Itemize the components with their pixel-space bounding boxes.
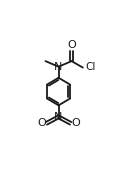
Text: O: O xyxy=(71,118,79,128)
Text: O: O xyxy=(37,118,45,128)
Text: O: O xyxy=(67,40,75,50)
Text: N: N xyxy=(54,62,62,72)
Text: N: N xyxy=(54,112,62,122)
Text: Cl: Cl xyxy=(85,62,95,72)
